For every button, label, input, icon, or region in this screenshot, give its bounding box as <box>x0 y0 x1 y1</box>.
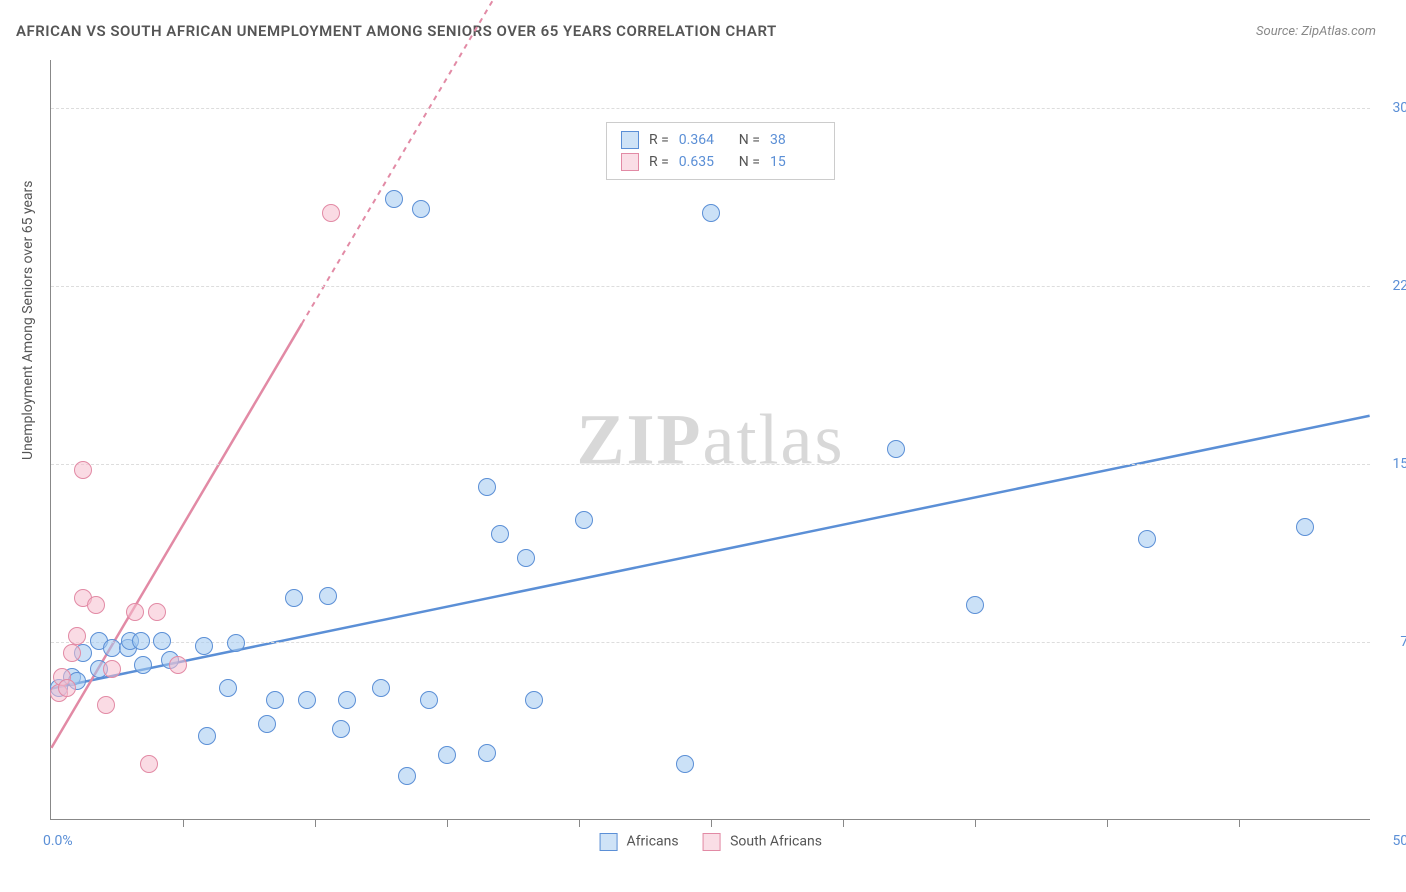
ytick-label: 22.5% <box>1392 278 1406 294</box>
legend-row-africans: R = 0.364 N = 38 <box>621 129 820 151</box>
watermark: ZIPatlas <box>577 398 845 481</box>
legend-swatch-pink <box>621 153 639 171</box>
data-point <box>1296 518 1314 536</box>
chart-container: AFRICAN VS SOUTH AFRICAN UNEMPLOYMENT AM… <box>0 0 1406 892</box>
gridline <box>51 642 1370 643</box>
legend-swatch-pink <box>703 833 721 851</box>
data-point <box>63 644 81 662</box>
data-point <box>132 632 150 650</box>
data-point <box>219 679 237 697</box>
data-point <box>140 755 158 773</box>
data-point <box>478 744 496 762</box>
data-point <box>266 691 284 709</box>
plot-area: ZIPatlas R = 0.364 N = 38 R = 0.635 N = … <box>50 60 1370 820</box>
data-point <box>372 679 390 697</box>
ytick-label: 30.0% <box>1392 100 1406 116</box>
data-point <box>195 637 213 655</box>
data-point <box>227 634 245 652</box>
data-point <box>420 691 438 709</box>
data-point <box>702 204 720 222</box>
data-point <box>285 589 303 607</box>
data-point <box>169 656 187 674</box>
n-label: N = <box>739 154 760 170</box>
xtick <box>579 819 580 827</box>
gridline <box>51 108 1370 109</box>
source-label: Source: ZipAtlas.com <box>1256 24 1376 39</box>
gridline <box>51 464 1370 465</box>
data-point <box>676 755 694 773</box>
data-point <box>74 461 92 479</box>
data-point <box>198 727 216 745</box>
n-label: N = <box>739 132 760 148</box>
data-point <box>887 440 905 458</box>
r-value-south-africans: 0.635 <box>679 154 729 170</box>
xtick <box>711 819 712 827</box>
legend-item-africans: Africans <box>599 833 679 851</box>
r-label: R = <box>649 154 669 170</box>
data-point <box>103 660 121 678</box>
xtick-label-min: 0.0% <box>43 833 73 849</box>
xtick <box>1107 819 1108 827</box>
data-point <box>322 204 340 222</box>
r-value-africans: 0.364 <box>679 132 729 148</box>
ytick-label: 15.0% <box>1392 456 1406 472</box>
gridline <box>51 286 1370 287</box>
data-point <box>97 696 115 714</box>
data-point <box>87 596 105 614</box>
xtick <box>447 819 448 827</box>
y-axis-label: Unemployment Among Seniors over 65 years <box>20 181 36 461</box>
data-point <box>438 746 456 764</box>
data-point <box>575 511 593 529</box>
legend-swatch-blue <box>599 833 617 851</box>
legend-item-south-africans: South Africans <box>703 833 822 851</box>
correlation-legend: R = 0.364 N = 38 R = 0.635 N = 15 <box>606 122 835 180</box>
n-value-africans: 38 <box>770 132 820 148</box>
data-point <box>412 200 430 218</box>
data-point <box>58 679 76 697</box>
xtick <box>315 819 316 827</box>
data-point <box>258 715 276 733</box>
data-point <box>385 190 403 208</box>
ytick-label: 7.5% <box>1400 634 1406 650</box>
xtick-label-max: 50.0% <box>1392 833 1406 849</box>
data-point <box>525 691 543 709</box>
r-label: R = <box>649 132 669 148</box>
data-point <box>319 587 337 605</box>
xtick <box>1239 819 1240 827</box>
data-point <box>517 549 535 567</box>
watermark-zip: ZIP <box>577 399 703 479</box>
legend-label-africans: Africans <box>627 834 679 850</box>
xtick <box>975 819 976 827</box>
chart-title: AFRICAN VS SOUTH AFRICAN UNEMPLOYMENT AM… <box>16 22 777 40</box>
data-point <box>148 603 166 621</box>
data-point <box>478 478 496 496</box>
data-point <box>398 767 416 785</box>
data-point <box>332 720 350 738</box>
data-point <box>1138 530 1156 548</box>
legend-label-south-africans: South Africans <box>730 834 822 850</box>
data-point <box>126 603 144 621</box>
n-value-south-africans: 15 <box>770 154 820 170</box>
data-point <box>491 525 509 543</box>
xtick <box>843 819 844 827</box>
data-point <box>134 656 152 674</box>
data-point <box>153 632 171 650</box>
data-point <box>298 691 316 709</box>
legend-swatch-blue <box>621 131 639 149</box>
xtick <box>183 819 184 827</box>
legend-row-south-africans: R = 0.635 N = 15 <box>621 151 820 173</box>
series-legend: Africans South Africans <box>599 833 822 851</box>
data-point <box>966 596 984 614</box>
data-point <box>68 627 86 645</box>
data-point <box>338 691 356 709</box>
watermark-atlas: atlas <box>703 399 845 479</box>
